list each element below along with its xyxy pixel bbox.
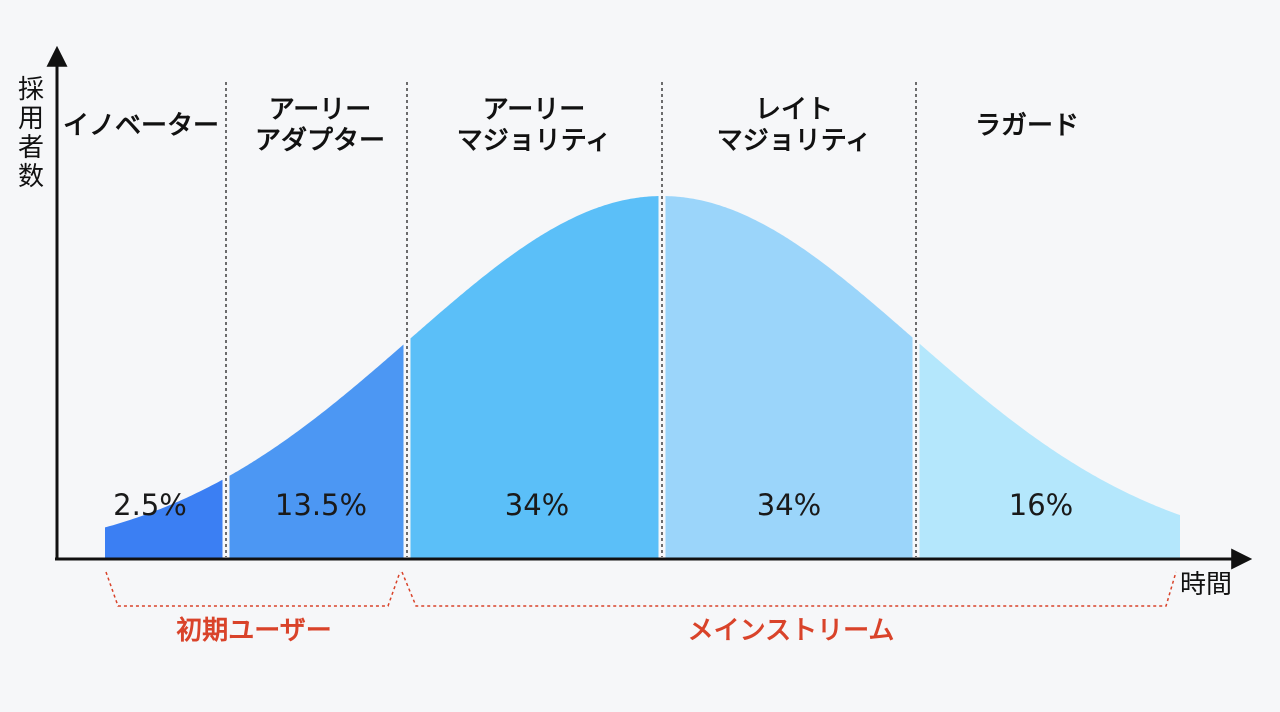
- segment-dividers: [225, 82, 917, 557]
- segment-name-late-majority: レイト マジョリティ: [716, 95, 872, 156]
- curve-segments: [105, 196, 1180, 559]
- segment-area-innovators: [105, 479, 223, 559]
- segment-area-late-majority: [665, 196, 913, 559]
- y-axis-label: 採用者数: [17, 75, 44, 192]
- x-axis-label: 時間: [1180, 570, 1233, 600]
- percent-laggards: 16%: [1008, 488, 1074, 522]
- percent-early-majority: 34%: [504, 488, 570, 522]
- segment-area-early-adopters: [229, 344, 404, 559]
- bracket-mainstream: [401, 571, 1177, 607]
- bracket-early-users: [105, 571, 401, 607]
- segment-name-early-adopters: アーリー アダプター: [254, 95, 386, 156]
- segment-area-early-majority: [410, 196, 659, 559]
- segment-name-innovators: イノベーター: [62, 111, 220, 141]
- segment-name-early-majority: アーリー マジョリティ: [456, 95, 612, 156]
- percent-early-adopters: 13.5%: [274, 488, 368, 522]
- percent-late-majority: 34%: [756, 488, 822, 522]
- group-label-early-users: 初期ユーザー: [176, 616, 332, 646]
- group-label-mainstream: メインストリーム: [687, 616, 895, 646]
- group-brackets: [105, 571, 1177, 607]
- segment-area-laggards: [919, 343, 1180, 559]
- segment-name-laggards: ラガード: [974, 111, 1080, 141]
- percent-innovators: 2.5%: [113, 488, 187, 522]
